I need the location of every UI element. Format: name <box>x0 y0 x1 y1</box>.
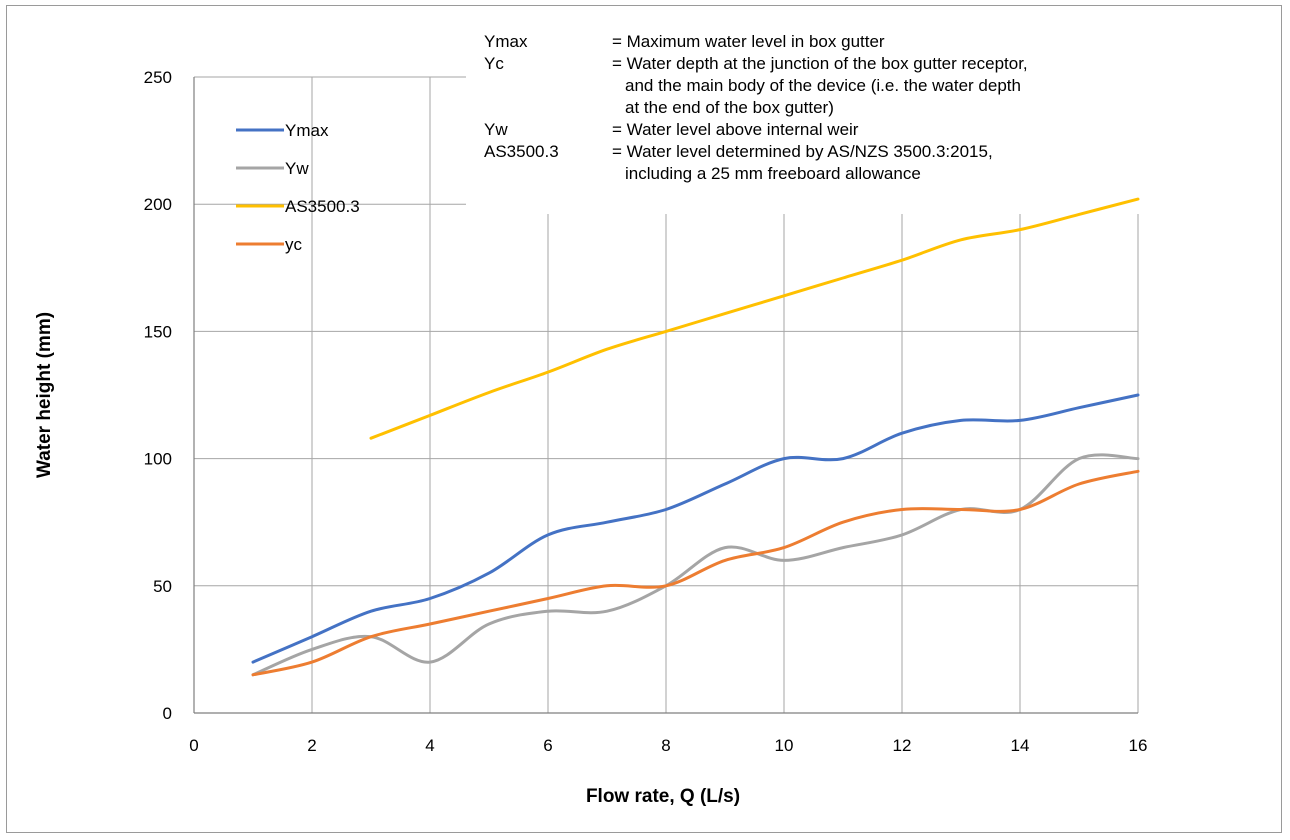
legend-label-yw: Yw <box>285 159 309 178</box>
annotation-term-yw: Yw <box>484 120 508 139</box>
x-tick-label-4: 4 <box>425 736 434 755</box>
annotation-term-yc: Yc <box>484 54 504 73</box>
annotation-desc-yw-0: = Water level above internal weir <box>612 120 859 139</box>
annotation-box <box>466 28 1146 214</box>
y-tick-label-250: 250 <box>144 68 172 87</box>
annotation-desc-ymax-0: = Maximum water level in box gutter <box>612 32 885 51</box>
y-tick-label-100: 100 <box>144 450 172 469</box>
annotation-background <box>466 28 1146 214</box>
series-lines <box>251 197 1140 677</box>
annotation-term-as3500-3: AS3500.3 <box>484 142 559 161</box>
y-tick-label-150: 150 <box>144 322 172 341</box>
series-line-as3500-3 <box>369 197 1140 440</box>
legend-label-yc: yc <box>285 235 303 254</box>
annotation-desc-yc-0: = Water depth at the junction of the box… <box>612 54 1028 73</box>
x-tick-label-0: 0 <box>189 736 198 755</box>
annotation-term-ymax: Ymax <box>484 32 528 51</box>
x-tick-label-14: 14 <box>1011 736 1030 755</box>
x-tick-label-2: 2 <box>307 736 316 755</box>
y-tick-label-200: 200 <box>144 195 172 214</box>
y-tick-labels: 0 50 100 150 200 250 <box>144 68 172 723</box>
y-tick-label-0: 0 <box>163 704 172 723</box>
x-tick-label-10: 10 <box>775 736 794 755</box>
legend: Ymax Yw AS3500.3 yc <box>236 121 360 254</box>
series-line-yc <box>251 469 1140 677</box>
x-tick-label-12: 12 <box>893 736 912 755</box>
x-tick-label-6: 6 <box>543 736 552 755</box>
y-axis-title: Water height (mm) <box>34 312 55 478</box>
x-tick-labels: 0 2 4 6 8 10 12 14 16 <box>189 736 1147 755</box>
annotation-desc-yc-1: and the main body of the device (i.e. th… <box>625 76 1021 95</box>
legend-label-ymax: Ymax <box>285 121 329 140</box>
series-line-yw <box>251 453 1140 677</box>
x-axis-title: Flow rate, Q (L/s) <box>586 786 740 807</box>
y-tick-label-50: 50 <box>153 577 172 596</box>
series-line-ymax <box>251 393 1140 664</box>
legend-label-as3500-3: AS3500.3 <box>285 197 360 216</box>
axes <box>193 77 1138 714</box>
annotation-desc-as3500-3-0: = Water level determined by AS/NZS 3500.… <box>612 142 993 161</box>
annotation: Ymax = Maximum water level in box gutter Y… <box>484 32 1028 183</box>
annotation-desc-yc-2: at the end of the box gutter) <box>625 98 834 117</box>
x-tick-label-8: 8 <box>661 736 670 755</box>
annotation-desc-as3500-3-1: including a 25 mm freeboard allowance <box>625 164 921 183</box>
x-tick-label-16: 16 <box>1129 736 1148 755</box>
